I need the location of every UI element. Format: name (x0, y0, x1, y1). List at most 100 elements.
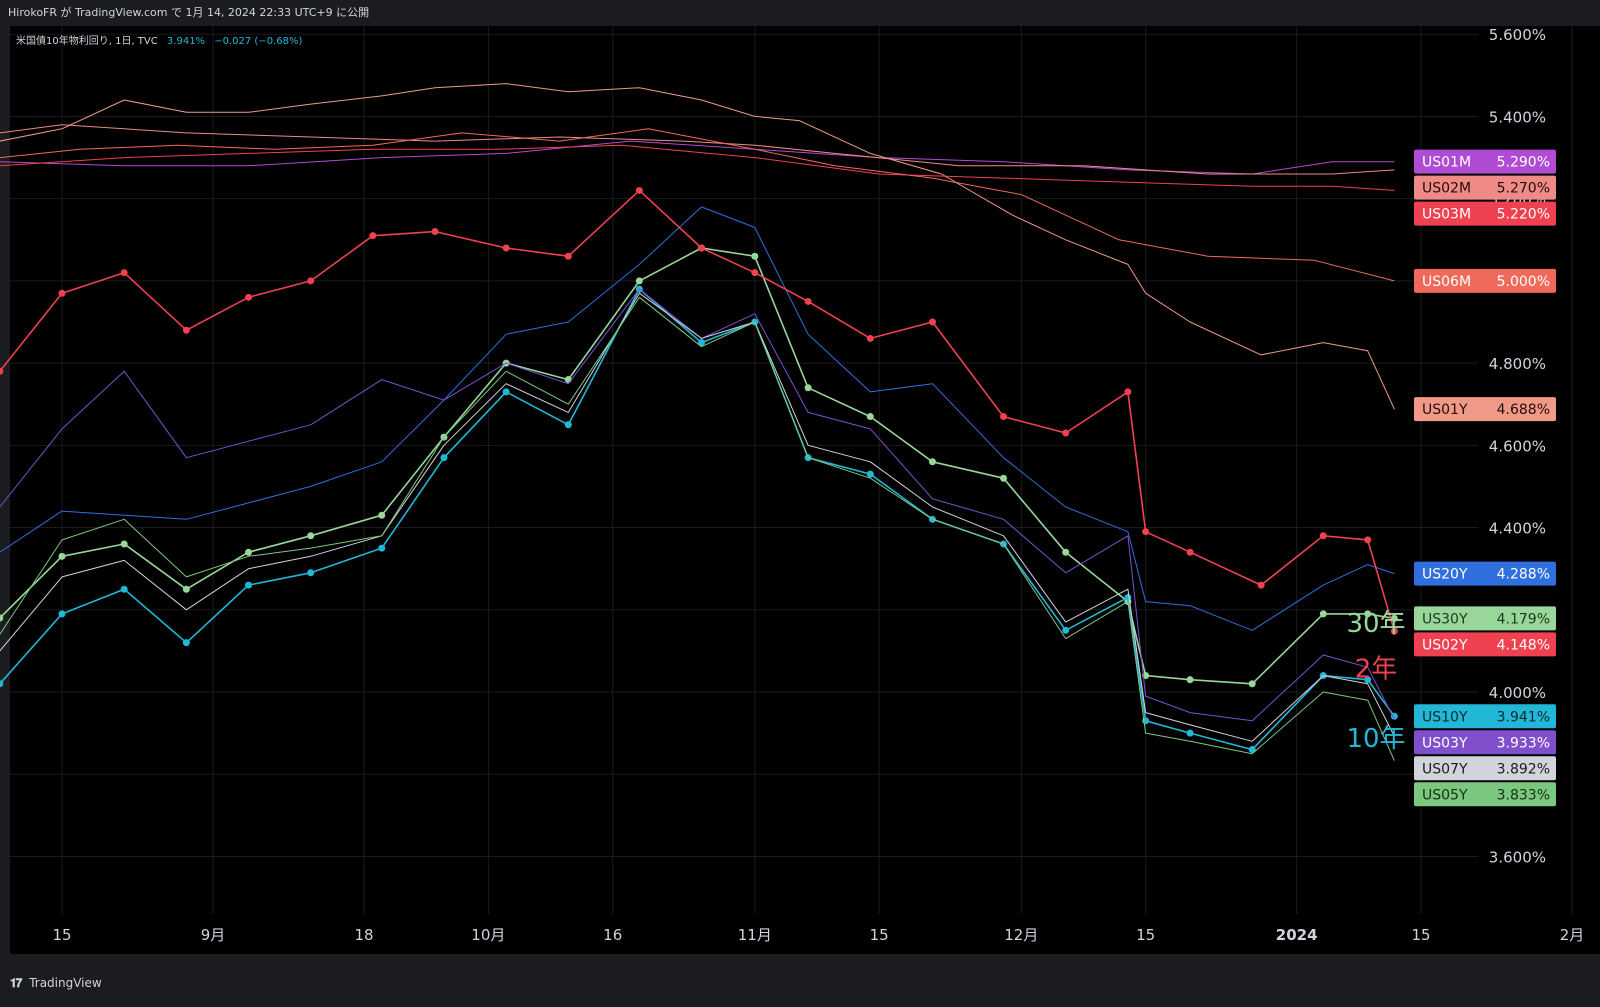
x-tick-label: 9月 (201, 926, 226, 944)
badge-name: US01Y (1422, 402, 1468, 418)
symbol-legend[interactable]: 米国債10年物利回り, 1日, TVC 3.941% −0.027 (−0.68… (16, 32, 302, 47)
data-point-us02y (1000, 413, 1008, 421)
data-point-us10y (1248, 746, 1256, 754)
badge-us02m (1414, 175, 1556, 200)
data-point-us10y (698, 339, 706, 347)
badge-value: 5.270% (1497, 181, 1550, 197)
data-point-us10y (0, 680, 4, 688)
y-tick-label: 4.000% (1489, 684, 1546, 702)
data-point-us02y (635, 186, 643, 194)
publish-info: HirokoFR が TradingView.com で 1月 14, 2024… (8, 6, 370, 19)
x-tick-label: 11月 (738, 926, 772, 944)
data-point-us02y (502, 244, 510, 252)
badge-us30y (1414, 606, 1556, 631)
badge-name: US07Y (1422, 761, 1468, 777)
badge-us01m (1414, 149, 1556, 174)
badge-value: 3.892% (1497, 761, 1550, 777)
data-point-us30y (928, 458, 936, 466)
data-point-us30y (1062, 548, 1070, 556)
badge-us05y (1414, 782, 1556, 807)
annotations: 30年 2年 10年 (1346, 609, 1405, 754)
data-point-us10y (1062, 626, 1070, 634)
annotation-label: 2年 (1355, 654, 1398, 684)
badge-value: 5.220% (1497, 207, 1550, 223)
data-point-us10y (182, 639, 190, 647)
y-tick-label: 3.600% (1489, 848, 1546, 866)
badge-name: US06M (1422, 274, 1471, 290)
legend-change: −0.027 (−0.68%) (214, 36, 303, 47)
data-point-us10y (440, 454, 448, 462)
x-tick-label: 10月 (471, 926, 505, 944)
data-point-us30y (804, 384, 812, 392)
data-point-us10y (564, 421, 572, 429)
legend-symbol: 米国債10年物利回り, 1日, TVC (16, 36, 158, 47)
badge-value: 3.933% (1497, 735, 1550, 751)
badge-us01y (1414, 397, 1556, 422)
data-point-us02y (1186, 548, 1194, 556)
y-tick-label: 4.800% (1489, 355, 1546, 373)
data-point-us02y (58, 289, 66, 297)
badge-name: US03Y (1422, 735, 1468, 751)
brand-label: TradingView (29, 976, 102, 990)
data-point-us30y (120, 540, 128, 548)
data-point-us10y (1390, 712, 1398, 720)
data-point-us10y (1186, 729, 1194, 737)
x-tick-label: 12月 (1004, 926, 1038, 944)
data-point-us30y (307, 532, 315, 540)
y-tick-label: 4.600% (1489, 437, 1546, 455)
annotation-label: 30年 (1346, 609, 1405, 639)
data-point-us02y (804, 297, 812, 305)
data-point-us02y (182, 326, 190, 334)
series-line-us05y (0, 296, 1395, 761)
data-point-us02y (564, 252, 572, 260)
badge-value: 4.179% (1497, 611, 1550, 627)
data-point-us30y (1364, 610, 1372, 618)
badge-value: 3.833% (1497, 787, 1550, 803)
data-point-us02y (1124, 388, 1132, 396)
badge-name: US02Y (1422, 637, 1468, 653)
data-point-us10y (307, 569, 315, 577)
x-tick-label: 15 (870, 926, 889, 944)
data-point-us02y (1062, 429, 1070, 437)
data-point-us02y (245, 293, 253, 301)
data-point-us10y (502, 388, 510, 396)
data-point-us02y (1390, 627, 1398, 635)
tradingview-brand[interactable]: 𝟏𝟕 TradingView (10, 976, 102, 991)
badge-name: US03M (1422, 207, 1471, 223)
badge-value: 4.688% (1497, 402, 1550, 418)
yield-chart[interactable]: 3.600%4.000%4.400%4.600%4.800%5.200%5.40… (0, 0, 1600, 966)
time-axis-background (10, 914, 1600, 954)
data-point-us02y (369, 232, 377, 240)
data-point-us02y (431, 228, 439, 236)
badge-value: 5.000% (1497, 274, 1550, 290)
data-point-us30y (182, 585, 190, 593)
y-tick-label: 5.600% (1489, 26, 1546, 44)
time-axis[interactable]: 15 9月 18 10月 16 11月 15 12月 15 2024 15 2月 (52, 926, 1584, 944)
x-tick-label: 2024 (1276, 926, 1318, 944)
data-point-us02y (928, 318, 936, 326)
series-line-us20y (0, 206, 1395, 631)
badge-name: US05Y (1422, 787, 1468, 803)
data-point-us30y (751, 252, 759, 260)
series-line-us01y (0, 83, 1395, 410)
data-point-us10y (245, 581, 253, 589)
badge-name: US30Y (1422, 611, 1468, 627)
badge-us02y (1414, 632, 1556, 657)
data-point-us10y (1124, 593, 1132, 601)
data-point-us30y (635, 277, 643, 285)
data-point-us10y (58, 610, 66, 618)
data-point-us30y (564, 376, 572, 384)
legend-value: 3.941% (166, 36, 206, 47)
badge-us03y (1414, 730, 1556, 755)
badge-value: 5.290% (1497, 155, 1550, 171)
series-lines (0, 83, 1398, 761)
data-point-us30y (1000, 474, 1008, 482)
series-line-us06m (0, 128, 1395, 282)
badge-name: US10Y (1422, 709, 1468, 725)
badge-us03m (1414, 201, 1556, 226)
data-point-us02y (1319, 532, 1327, 540)
badge-name: US02M (1422, 181, 1471, 197)
series-line-us03y (0, 288, 1395, 722)
badge-value: 4.288% (1497, 567, 1550, 583)
grid (10, 26, 1573, 914)
